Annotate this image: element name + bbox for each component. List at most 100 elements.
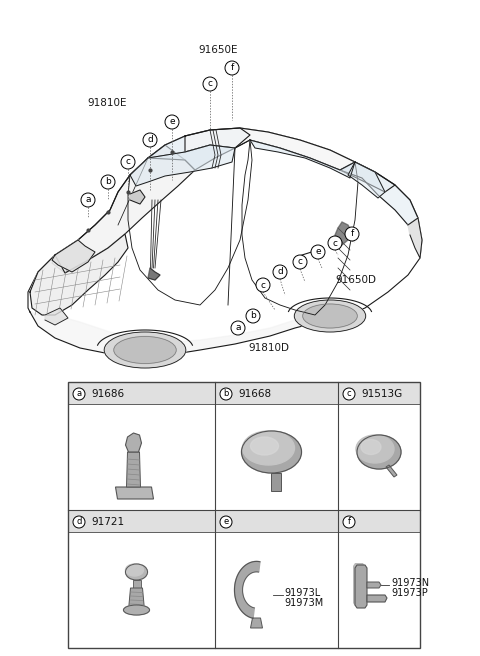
Circle shape — [73, 388, 85, 400]
Ellipse shape — [251, 437, 278, 455]
Circle shape — [81, 193, 95, 207]
Bar — [215, 382, 338, 404]
Ellipse shape — [303, 304, 357, 328]
Polygon shape — [52, 145, 195, 273]
Text: c: c — [347, 390, 351, 398]
Text: 91810D: 91810D — [248, 343, 289, 353]
Circle shape — [143, 133, 157, 147]
Text: a: a — [76, 390, 82, 398]
Text: f: f — [348, 518, 350, 527]
Bar — [68, 382, 420, 648]
Polygon shape — [130, 145, 235, 186]
Ellipse shape — [361, 440, 381, 455]
Polygon shape — [386, 465, 397, 477]
Bar — [132, 580, 141, 588]
Ellipse shape — [357, 435, 401, 469]
Text: 91650D: 91650D — [335, 275, 376, 285]
Circle shape — [165, 115, 179, 129]
Circle shape — [311, 245, 325, 259]
Polygon shape — [116, 487, 154, 499]
Polygon shape — [30, 234, 128, 315]
Ellipse shape — [125, 564, 147, 580]
Ellipse shape — [241, 431, 301, 473]
Circle shape — [73, 516, 85, 528]
Bar — [215, 510, 338, 532]
Polygon shape — [52, 240, 95, 272]
Text: 91721: 91721 — [91, 517, 124, 527]
Text: e: e — [315, 247, 321, 256]
Text: c: c — [261, 281, 265, 289]
Polygon shape — [353, 563, 365, 606]
Text: d: d — [147, 136, 153, 144]
Text: f: f — [350, 230, 354, 239]
Circle shape — [231, 321, 245, 335]
Text: 91513G: 91513G — [361, 389, 402, 399]
Polygon shape — [185, 128, 395, 192]
Ellipse shape — [242, 431, 295, 465]
Ellipse shape — [356, 435, 394, 463]
Circle shape — [273, 265, 287, 279]
Text: a: a — [85, 195, 91, 205]
Ellipse shape — [123, 605, 149, 615]
Text: 91668: 91668 — [238, 389, 271, 399]
Text: a: a — [235, 323, 241, 333]
Text: f: f — [230, 64, 234, 73]
Polygon shape — [130, 190, 145, 204]
Polygon shape — [30, 310, 330, 356]
Circle shape — [256, 278, 270, 292]
Polygon shape — [45, 308, 68, 325]
Circle shape — [343, 516, 355, 528]
Polygon shape — [125, 433, 142, 452]
Polygon shape — [235, 562, 260, 618]
Circle shape — [220, 388, 232, 400]
Ellipse shape — [114, 337, 176, 363]
Text: c: c — [207, 79, 213, 89]
Polygon shape — [129, 588, 144, 610]
Bar — [68, 510, 215, 532]
Ellipse shape — [125, 564, 144, 576]
Ellipse shape — [294, 300, 366, 332]
Text: 91686: 91686 — [91, 389, 124, 399]
Text: 91973L: 91973L — [285, 588, 321, 598]
Circle shape — [225, 61, 239, 75]
Text: 91973P: 91973P — [391, 588, 428, 598]
Ellipse shape — [104, 332, 186, 368]
Text: d: d — [277, 268, 283, 276]
Circle shape — [345, 227, 359, 241]
Circle shape — [343, 388, 355, 400]
Circle shape — [121, 155, 135, 169]
Text: 91973N: 91973N — [391, 578, 429, 588]
Text: b: b — [223, 390, 228, 398]
Bar — [338, 510, 420, 532]
Bar — [271, 473, 280, 491]
Text: c: c — [125, 157, 131, 167]
Text: b: b — [105, 178, 111, 186]
Text: 91973M: 91973M — [285, 598, 324, 608]
Text: d: d — [76, 518, 82, 527]
Circle shape — [220, 516, 232, 528]
Text: c: c — [298, 258, 302, 266]
Text: e: e — [169, 117, 175, 127]
Circle shape — [203, 77, 217, 91]
Bar — [68, 382, 215, 404]
Polygon shape — [367, 595, 387, 602]
Circle shape — [101, 175, 115, 189]
Polygon shape — [355, 565, 367, 608]
Circle shape — [293, 255, 307, 269]
Polygon shape — [335, 222, 352, 248]
Text: b: b — [250, 312, 256, 321]
Text: 91650E: 91650E — [198, 45, 238, 55]
Polygon shape — [250, 140, 355, 178]
Polygon shape — [251, 618, 263, 628]
Polygon shape — [148, 128, 250, 170]
Polygon shape — [348, 162, 385, 198]
Circle shape — [246, 309, 260, 323]
Polygon shape — [367, 582, 381, 588]
Polygon shape — [340, 162, 418, 225]
Polygon shape — [408, 218, 422, 258]
Text: 91810E: 91810E — [87, 98, 127, 108]
Polygon shape — [127, 452, 141, 487]
Text: c: c — [333, 239, 337, 247]
Text: e: e — [223, 518, 228, 527]
Circle shape — [328, 236, 342, 250]
